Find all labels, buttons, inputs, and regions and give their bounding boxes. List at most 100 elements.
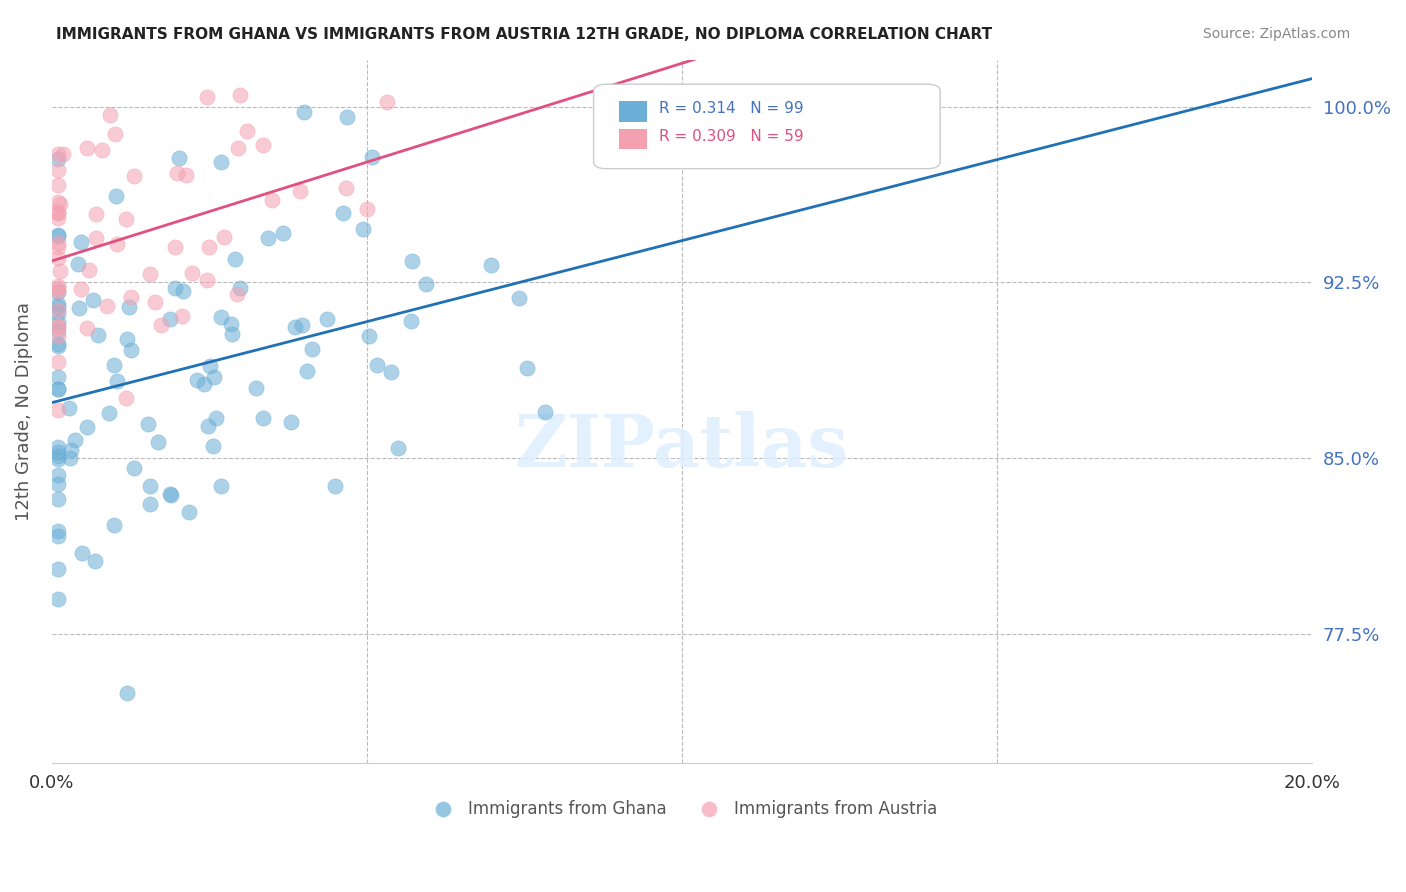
Point [52, 147, 75, 161]
Point [105, 237, 128, 252]
Point [49, 197, 72, 211]
Point [380, 365, 402, 379]
Point [46, 296, 69, 310]
Point [252, 137, 274, 152]
Point [46, 195, 69, 210]
Text: ZIPatlas: ZIPatlas [515, 411, 849, 482]
Point [291, 318, 314, 332]
Point [115, 686, 138, 700]
Point [366, 358, 388, 372]
Point [284, 319, 307, 334]
Point [46, 285, 69, 299]
Point [76, 420, 98, 434]
Point [67, 301, 90, 316]
Point [46, 329, 69, 343]
Point [332, 206, 354, 220]
Point [100, 108, 122, 122]
Point [46, 251, 69, 265]
Point [46, 319, 69, 334]
Y-axis label: 12th Grade, No Diploma: 12th Grade, No Diploma [15, 301, 32, 521]
Point [46, 235, 69, 250]
Point [115, 391, 138, 405]
Point [172, 284, 194, 298]
Point [98, 406, 121, 420]
Point [46, 324, 69, 338]
Point [226, 141, 249, 155]
Point [46, 476, 69, 491]
Point [46, 315, 69, 329]
Point [58, 450, 80, 465]
Point [295, 364, 318, 378]
Point [76, 320, 98, 334]
Point [46, 592, 69, 607]
Point [46, 146, 69, 161]
Point [209, 155, 232, 169]
Point [46, 449, 69, 463]
Point [508, 291, 530, 305]
Point [260, 194, 283, 208]
Point [46, 452, 69, 467]
Point [225, 286, 247, 301]
Point [120, 343, 142, 357]
Point [177, 505, 200, 519]
Point [198, 359, 221, 373]
Point [387, 441, 409, 455]
Point [67, 257, 90, 271]
Point [104, 189, 127, 203]
Point [90, 143, 112, 157]
Point [401, 254, 423, 268]
Point [167, 151, 190, 165]
Point [96, 299, 118, 313]
Point [84, 231, 107, 245]
Point [280, 415, 302, 429]
Point [46, 382, 69, 396]
Point [46, 281, 69, 295]
Point [60, 443, 83, 458]
Point [103, 358, 125, 372]
Point [120, 290, 142, 304]
Point [46, 529, 69, 543]
Point [186, 373, 208, 387]
Point [46, 306, 69, 320]
Point [335, 181, 357, 195]
Point [49, 264, 72, 278]
Point [46, 382, 69, 396]
Point [375, 95, 398, 109]
Point [118, 301, 141, 315]
Point [534, 405, 557, 419]
Point [290, 185, 312, 199]
Point [193, 377, 215, 392]
Legend: Immigrants from Ghana, Immigrants from Austria: Immigrants from Ghana, Immigrants from A… [420, 794, 943, 825]
Point [76, 141, 98, 155]
Point [271, 226, 294, 240]
Point [58, 401, 80, 415]
Point [70, 283, 93, 297]
Point [46, 152, 69, 166]
Point [46, 467, 69, 482]
Point [46, 211, 69, 225]
Point [516, 361, 538, 376]
Point [197, 418, 219, 433]
Point [46, 240, 69, 254]
Point [139, 267, 162, 281]
Point [159, 487, 181, 501]
Point [46, 228, 69, 243]
Point [202, 439, 225, 453]
Point [180, 266, 202, 280]
Point [336, 110, 359, 124]
Text: R = 0.314   N = 99: R = 0.314 N = 99 [659, 102, 804, 116]
Point [115, 332, 138, 346]
Point [323, 478, 346, 492]
Point [352, 222, 374, 236]
Point [103, 518, 125, 533]
Point [143, 294, 166, 309]
Point [77, 263, 100, 277]
Point [202, 370, 225, 384]
Point [63, 433, 86, 447]
Text: R = 0.309   N = 59: R = 0.309 N = 59 [659, 128, 804, 144]
Point [46, 370, 69, 384]
Point [46, 284, 69, 298]
Point [301, 343, 323, 357]
Point [82, 293, 104, 307]
Point [46, 301, 69, 315]
